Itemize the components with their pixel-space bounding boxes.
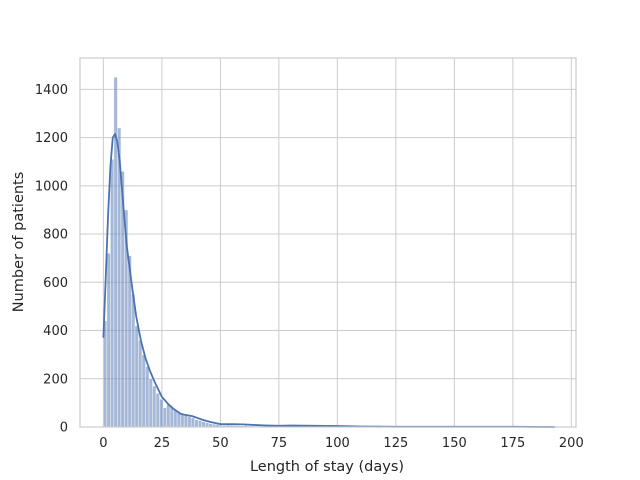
- x-tick-label: 75: [271, 436, 288, 451]
- x-tick-label: 50: [212, 436, 229, 451]
- y-tick-label: 0: [60, 421, 68, 436]
- histogram-bar: [106, 253, 111, 428]
- x-tick-label: 150: [442, 436, 467, 451]
- y-tick-label: 600: [43, 276, 68, 291]
- x-tick-label: 125: [383, 436, 408, 451]
- x-tick-label: 100: [325, 436, 350, 451]
- histogram-bar: [134, 325, 139, 428]
- y-tick-label: 400: [43, 324, 68, 339]
- histogram-bar: [110, 159, 115, 428]
- grid-lines: [80, 58, 576, 428]
- histogram-bar: [166, 403, 171, 428]
- histogram-bar: [194, 419, 199, 428]
- plot-frame: [79, 57, 577, 428]
- histogram-bar: [145, 366, 150, 428]
- histogram-bar: [152, 385, 157, 428]
- x-axis-label: Length of stay (days): [250, 459, 404, 475]
- histogram-bar: [197, 420, 202, 428]
- histogram-bar: [204, 422, 209, 428]
- histogram-bar: [180, 413, 185, 428]
- histogram-bars: [103, 77, 283, 428]
- histogram-bar: [141, 354, 146, 428]
- y-tick-label: 1400: [35, 83, 68, 98]
- y-tick-label: 1000: [35, 179, 68, 194]
- y-tick-label: 1200: [35, 131, 68, 146]
- y-tick-label: 800: [43, 228, 68, 243]
- histogram-bar: [187, 416, 192, 428]
- y-tick-labels: 0 200 400 600 800 1000 1200 1400: [35, 83, 68, 436]
- x-tick-label: 0: [99, 436, 107, 451]
- kde-curve: [102, 133, 555, 428]
- x-tick-label: 175: [500, 436, 525, 451]
- y-axis-label: Number of patients: [11, 172, 27, 313]
- x-tick-labels: 0 25 50 75 100 125 150 175 200: [99, 436, 583, 451]
- histogram-bar: [155, 393, 160, 428]
- histogram-bar: [131, 294, 136, 428]
- histogram-bar: [176, 412, 181, 428]
- histogram-bar: [113, 77, 118, 428]
- histogram-bar: [162, 407, 167, 428]
- x-tick-label: 200: [559, 436, 584, 451]
- y-tick-label: 200: [43, 372, 68, 387]
- histogram-bar: [138, 339, 143, 428]
- histogram-bar: [159, 399, 164, 428]
- histogram-bar: [190, 417, 195, 428]
- x-tick-label: 25: [154, 436, 171, 451]
- histogram-bar: [148, 378, 153, 428]
- histogram-bar: [173, 409, 178, 428]
- histogram-bar: [183, 415, 188, 428]
- histogram-bar: [201, 421, 206, 428]
